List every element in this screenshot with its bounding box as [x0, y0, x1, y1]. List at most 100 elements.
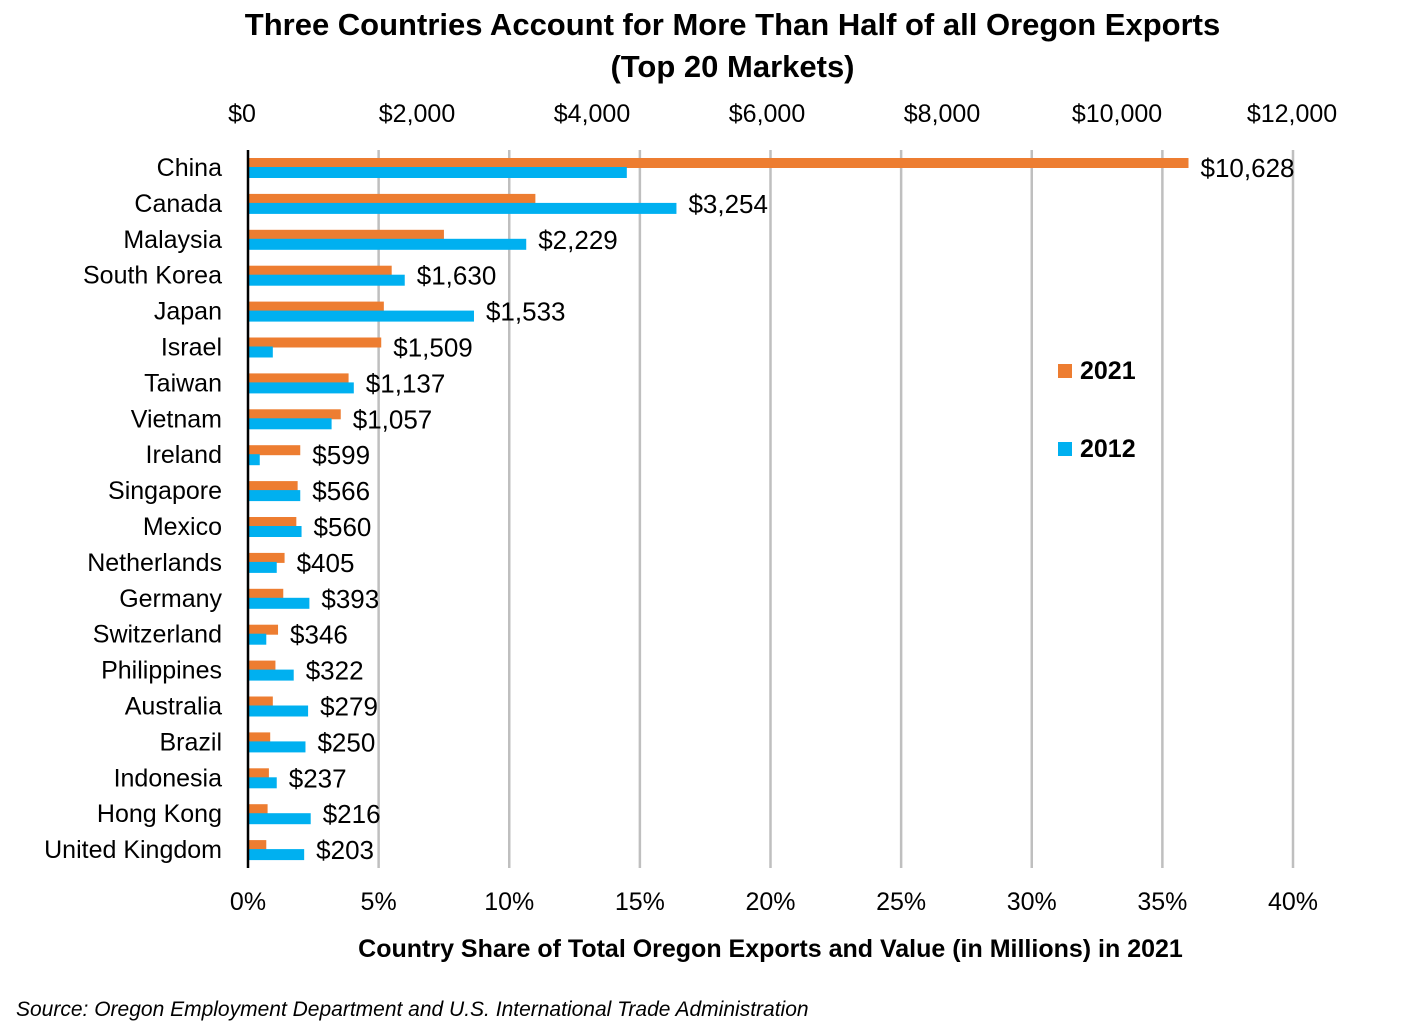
x-tick-label-top: $12,000 [1247, 100, 1337, 128]
data-label: $346 [290, 620, 348, 650]
category-label: Canada [134, 190, 222, 218]
category-label: Germany [119, 585, 222, 613]
category-label: Malaysia [123, 226, 222, 254]
data-label: $322 [306, 656, 364, 686]
x-tick-label-bottom: 15% [615, 888, 665, 916]
bar-2021 [248, 481, 298, 492]
bar-2021 [248, 732, 271, 743]
category-label: United Kingdom [44, 836, 222, 864]
category-label: Israel [161, 334, 222, 362]
x-tick-label-bottom: 30% [1007, 888, 1057, 916]
bar-2012 [248, 849, 305, 861]
bar-2012 [248, 418, 332, 430]
category-label: China [157, 154, 222, 182]
bar-2012 [248, 597, 310, 609]
category-label: Indonesia [114, 764, 223, 792]
x-tick-label-bottom: 0% [230, 888, 266, 916]
legend-item-2012: 2012 [1058, 435, 1136, 463]
data-label: $1,533 [486, 297, 566, 327]
bar-2021 [248, 229, 444, 240]
data-label: $3,254 [688, 189, 768, 219]
bar-2012 [248, 346, 273, 358]
bar-2021 [248, 660, 276, 671]
bar-2021 [248, 840, 267, 851]
bar-2021 [248, 804, 268, 815]
data-label: $1,509 [393, 333, 473, 363]
bar-2012 [248, 238, 527, 250]
category-label: Taiwan [144, 369, 222, 397]
data-label: $216 [323, 799, 381, 829]
bar-2021 [248, 265, 392, 276]
data-label: $1,137 [366, 368, 446, 398]
chart-title-line1: Three Countries Account for More Than Ha… [244, 7, 1221, 42]
bar-2012 [248, 310, 474, 322]
category-label: Mexico [143, 513, 222, 541]
data-label: $2,229 [538, 225, 618, 255]
data-label: $279 [320, 692, 378, 722]
x-tick-label-bottom: 5% [361, 888, 397, 916]
x-tick-label-top: $0 [228, 100, 256, 128]
bar-2021 [248, 409, 341, 420]
bar-2012 [248, 382, 354, 394]
x-tick-label-top: $10,000 [1072, 100, 1162, 128]
bar-2012 [248, 741, 306, 753]
bar-2021 [248, 768, 269, 779]
chart-title-line2: (Top 20 Markets) [610, 49, 855, 84]
x-tick-label-bottom: 40% [1268, 888, 1318, 916]
legend-item-2021: 2021 [1058, 357, 1136, 385]
x-tick-label-bottom: 20% [745, 888, 795, 916]
legend-label-2021: 2021 [1080, 356, 1136, 385]
x-tick-label-top: $2,000 [379, 100, 455, 128]
legend-swatch-2021 [1058, 364, 1072, 378]
bar-2021 [248, 517, 297, 527]
data-label: $10,628 [1201, 153, 1295, 183]
category-label: Hong Kong [97, 800, 222, 828]
data-label: $1,630 [417, 261, 497, 291]
category-label: Australia [125, 693, 222, 721]
category-label: Brazil [159, 728, 222, 756]
data-label: $560 [314, 512, 372, 542]
data-label: $566 [312, 476, 370, 506]
x-tick-label-bottom: 35% [1137, 888, 1187, 916]
bar-2021 [248, 373, 349, 384]
bar-2021 [248, 158, 1189, 168]
category-label: Philippines [101, 657, 222, 685]
data-label: $1,057 [353, 404, 433, 434]
legend-swatch-2012 [1058, 442, 1072, 456]
bar-2021 [248, 624, 279, 635]
bar-2021 [248, 445, 301, 456]
bar-2012 [248, 454, 260, 466]
category-label: Netherlands [87, 549, 222, 577]
bar-2021 [248, 588, 284, 599]
x-tick-label-bottom: 25% [876, 888, 926, 916]
bar-2012 [248, 274, 405, 286]
legend-label-2012: 2012 [1080, 434, 1136, 463]
bar-2021 [248, 301, 384, 312]
x-axis-title: Country Share of Total Oregon Exports an… [358, 935, 1183, 963]
bar-2012 [248, 813, 311, 825]
data-label: $250 [317, 727, 375, 757]
category-label: Japan [154, 298, 222, 326]
bar-2012 [248, 633, 267, 645]
bar-2012 [248, 167, 627, 178]
data-label: $237 [289, 763, 347, 793]
bar-2012 [248, 777, 277, 789]
data-label: $203 [316, 835, 374, 865]
x-tick-label-bottom: 10% [484, 888, 534, 916]
bar-2012 [248, 669, 294, 681]
data-label: $405 [297, 548, 355, 578]
bar-2021 [248, 552, 285, 563]
bar-2012 [248, 705, 309, 717]
bar-2012 [248, 202, 677, 214]
data-label: $599 [312, 440, 370, 470]
bar-2012 [248, 490, 301, 502]
x-tick-label-top: $4,000 [554, 100, 630, 128]
x-tick-label-top: $6,000 [729, 100, 805, 128]
category-label: Vietnam [131, 405, 222, 433]
data-label: $393 [321, 584, 379, 614]
bar-2021 [248, 696, 273, 707]
category-label: South Korea [83, 262, 222, 290]
bar-2021 [248, 193, 536, 204]
bar-2012 [248, 561, 277, 573]
